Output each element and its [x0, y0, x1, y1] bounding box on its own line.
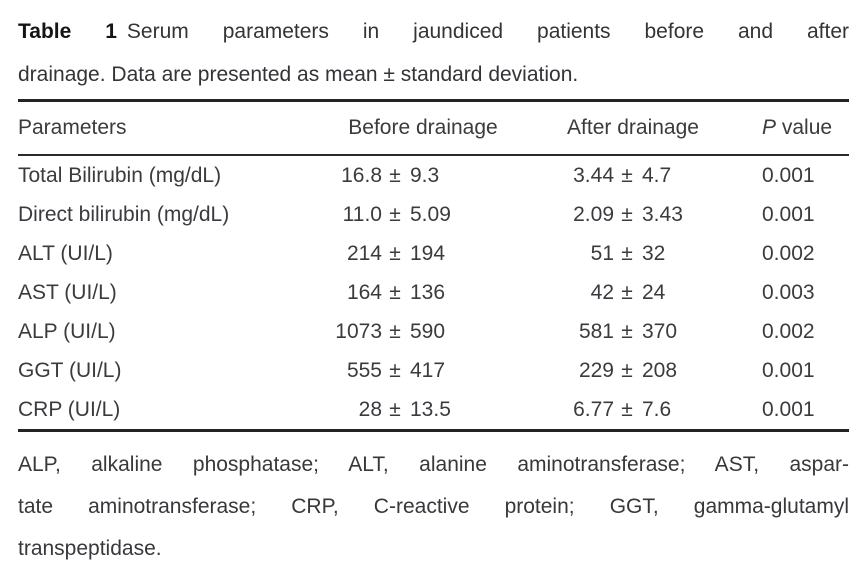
parameter-name: Total Bilirubin (mg/dL)	[18, 163, 222, 187]
sd-value: 370	[642, 319, 678, 343]
serum-parameters-table: Parameters Before drainage After drainag…	[18, 99, 849, 432]
sd-value: 4.7	[642, 163, 672, 187]
p-symbol: P	[762, 116, 777, 139]
after-value: 6.77 ±7.6	[528, 398, 671, 422]
sd-value: 5.09	[410, 202, 451, 226]
footnote-line-2: tate aminotransferase; CRP, C-reactive p…	[18, 495, 849, 518]
plus-minus-symbol: ±	[389, 163, 401, 187]
after-value: 51 ±32	[528, 241, 666, 266]
table-row: Total Bilirubin (mg/dL) 16.8 ±9.3 3.44 ±4.…	[18, 155, 849, 195]
before-value: 555 ±417	[318, 359, 445, 383]
mean-value: 214	[346, 241, 382, 265]
sd-value: 590	[410, 319, 446, 343]
header-p-value: P value	[738, 100, 849, 156]
mean-value: 1073	[335, 319, 382, 343]
mean-value: 42	[590, 280, 614, 304]
sd-value: 208	[642, 358, 678, 382]
table-row: GGT (UI/L) 555 ±417 229 ±208 0.001	[18, 351, 849, 390]
plus-minus-symbol: ±	[389, 319, 401, 343]
table-row: Direct bilirubin (mg/dL) 11.0 ±5.09 2.09 ±…	[18, 195, 849, 234]
after-value: 2.09 ±3.43	[528, 203, 683, 227]
before-value: 16.8 ±9.3	[318, 164, 439, 188]
table-row: CRP (UI/L) 28 ±13.5 6.77 ±7.6 0.001	[18, 390, 849, 431]
plus-minus-symbol: ±	[389, 280, 401, 304]
parameter-name: CRP (UI/L)	[18, 397, 121, 421]
before-value: 164 ±136	[318, 281, 445, 305]
p-value: 0.001	[762, 163, 815, 187]
plus-minus-symbol: ±	[621, 163, 633, 187]
table-row: AST (UI/L) 164 ±136 42 ±24 0.003	[18, 273, 849, 312]
caption-line-1: Table 1 Serum parameters in jaundiced pat…	[18, 10, 849, 53]
sd-value: 194	[410, 241, 446, 265]
before-value: 1073 ±590	[318, 320, 445, 344]
before-value: 28 ±13.5	[318, 398, 451, 422]
sd-value: 9.3	[410, 163, 440, 187]
mean-value: 229	[578, 358, 614, 382]
header-before-drainage: Before drainage	[318, 100, 528, 156]
plus-minus-symbol: ±	[389, 397, 401, 421]
p-value: 0.001	[762, 202, 815, 226]
parameter-name: Direct bilirubin (mg/dL)	[18, 202, 230, 226]
plus-minus-symbol: ±	[621, 280, 633, 304]
p-value: 0.002	[762, 319, 815, 343]
caption-text: Serum parameters in jaundiced patients b…	[126, 20, 849, 43]
header-parameters: Parameters	[18, 100, 318, 156]
sd-value: 32	[642, 241, 666, 265]
mean-value: 11.0	[342, 202, 382, 226]
header-after-drainage: After drainage	[528, 100, 738, 156]
sd-value: 7.6	[642, 397, 672, 421]
mean-value: 164	[346, 280, 382, 304]
table-caption: Table 1 Serum parameters in jaundiced pat…	[18, 10, 849, 96]
after-value: 229 ±208	[528, 359, 677, 383]
sd-value: 13.5	[410, 397, 451, 421]
mean-value: 51	[590, 241, 614, 265]
parameter-name: ALP (UI/L)	[18, 319, 116, 343]
table-header-row: Parameters Before drainage After drainag…	[18, 100, 849, 156]
sd-value: 24	[642, 280, 666, 304]
p-value-word: value	[776, 116, 833, 139]
parameter-name: ALT (UI/L)	[18, 241, 113, 265]
after-value: 3.44 ±4.7	[528, 164, 671, 188]
plus-minus-symbol: ±	[621, 241, 633, 265]
mean-value: 2.09	[573, 202, 614, 226]
plus-minus-symbol: ±	[389, 202, 401, 226]
mean-value: 581	[578, 319, 614, 343]
after-value: 42 ±24	[528, 280, 666, 305]
plus-minus-symbol: ±	[621, 358, 633, 382]
p-value: 0.003	[762, 280, 815, 304]
plus-minus-symbol: ±	[621, 202, 633, 226]
mean-value: 3.44	[573, 163, 614, 187]
table-row: ALP (UI/L) 1073 ±590 581 ±370 0.002	[18, 312, 849, 351]
before-value: 214 ±194	[318, 242, 445, 266]
mean-value: 555	[346, 358, 382, 382]
parameter-name: AST (UI/L)	[18, 280, 117, 304]
sd-value: 136	[410, 280, 446, 304]
plus-minus-symbol: ±	[621, 397, 633, 421]
mean-value: 16.8	[341, 163, 382, 187]
caption-table-label: Table 1	[18, 20, 117, 43]
plus-minus-symbol: ±	[389, 241, 401, 265]
sd-value: 417	[410, 358, 446, 382]
plus-minus-symbol: ±	[389, 358, 401, 382]
footnote-line-1: ALP, alkaline phosphatase; ALT, alanine …	[18, 453, 849, 476]
plus-minus-symbol: ±	[621, 319, 633, 343]
table-footnote: ALP, alkaline phosphatase; ALT, alanine …	[18, 444, 849, 570]
p-value: 0.001	[762, 358, 815, 382]
table-row: ALT (UI/L) 214 ±194 51 ±32 0.002	[18, 234, 849, 273]
mean-value: 6.77	[573, 397, 614, 421]
sd-value: 3.43	[642, 202, 683, 226]
footnote-line-3: transpeptidase.	[18, 537, 162, 560]
mean-value: 28	[358, 397, 382, 421]
caption-line-2: drainage. Data are presented as mean ± s…	[18, 63, 579, 86]
after-value: 581 ±370	[528, 320, 677, 344]
before-value: 11.0 ±5.09	[318, 203, 451, 227]
p-value: 0.002	[762, 241, 815, 265]
parameter-name: GGT (UI/L)	[18, 358, 122, 382]
p-value: 0.001	[762, 397, 815, 421]
